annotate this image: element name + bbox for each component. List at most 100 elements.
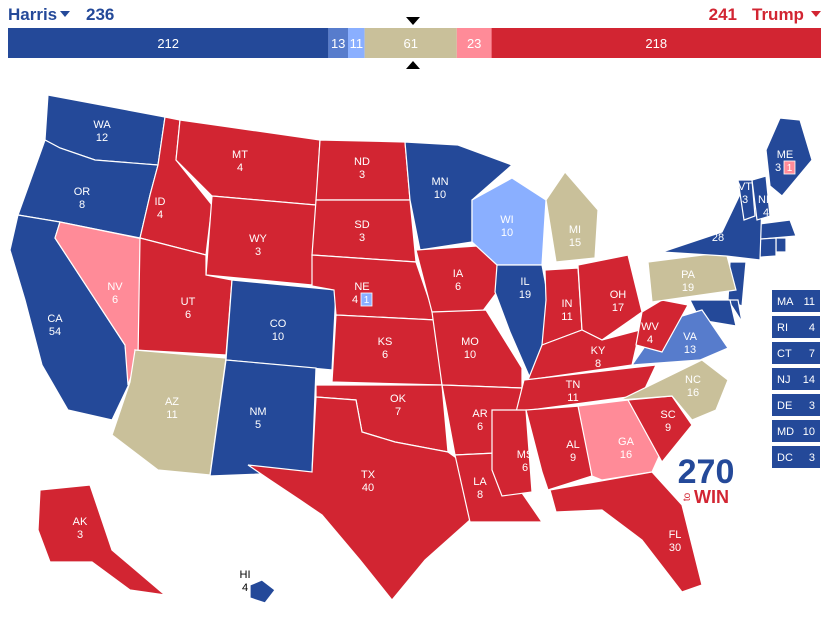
state-abbr: IN bbox=[562, 298, 573, 310]
state-abbr: NH bbox=[758, 194, 774, 206]
state-votes: 9 bbox=[665, 422, 671, 434]
state-votes: 4 bbox=[763, 207, 769, 219]
state-votes: 3 bbox=[77, 529, 83, 541]
state-shape[interactable] bbox=[209, 359, 317, 477]
state-shape[interactable] bbox=[249, 579, 276, 604]
state-abbr: AK bbox=[73, 516, 88, 528]
logo-word: WIN bbox=[694, 487, 729, 507]
state-abbr: NY bbox=[710, 219, 726, 231]
state-votes: 40 bbox=[362, 482, 374, 494]
state-abbr: MI bbox=[569, 224, 581, 236]
small-state-abbr: MA bbox=[777, 296, 794, 308]
dropdown-arrow[interactable] bbox=[811, 11, 821, 17]
state-votes: 3 bbox=[775, 162, 781, 174]
state-votes: 6 bbox=[477, 421, 483, 433]
state-abbr: VT bbox=[738, 181, 752, 193]
small-state-box[interactable] bbox=[772, 368, 820, 390]
state-votes: 3 bbox=[742, 194, 748, 206]
state-shape[interactable] bbox=[311, 199, 417, 263]
state-shape[interactable] bbox=[545, 171, 599, 263]
small-state-votes: 10 bbox=[803, 426, 815, 438]
majority-marker bbox=[406, 61, 420, 69]
state-abbr: SD bbox=[354, 219, 369, 231]
state-abbr: TN bbox=[566, 379, 581, 391]
state-shape[interactable] bbox=[247, 396, 471, 601]
state-shape[interactable] bbox=[431, 309, 523, 389]
bar-label: 61 bbox=[403, 36, 417, 51]
state-abbr: UT bbox=[181, 296, 196, 308]
small-state-votes: 11 bbox=[804, 296, 815, 308]
bar-segment bbox=[456, 28, 492, 58]
state-shape[interactable] bbox=[635, 299, 689, 353]
state-shape[interactable] bbox=[619, 359, 729, 421]
state-abbr: KY bbox=[591, 345, 606, 357]
state-abbr: IA bbox=[453, 268, 464, 280]
state-votes: 6 bbox=[112, 294, 118, 306]
state-votes: 6 bbox=[455, 281, 461, 293]
state-shape[interactable] bbox=[549, 471, 703, 593]
state-shape[interactable] bbox=[37, 484, 167, 596]
state-abbr: OR bbox=[74, 186, 91, 198]
state-votes: 3 bbox=[359, 232, 365, 244]
state-abbr: AL bbox=[566, 439, 579, 451]
state-shape[interactable] bbox=[765, 117, 813, 197]
state-shape[interactable] bbox=[737, 179, 756, 221]
state-shape[interactable] bbox=[111, 349, 227, 476]
majority-marker bbox=[406, 17, 420, 25]
state-abbr: ME bbox=[777, 149, 794, 161]
state-abbr: WY bbox=[249, 233, 267, 245]
state-abbr: NE bbox=[354, 281, 369, 293]
small-state-box[interactable] bbox=[772, 316, 820, 338]
state-shape[interactable] bbox=[525, 405, 593, 491]
small-state-box[interactable] bbox=[772, 290, 820, 312]
bar-label: 11 bbox=[350, 36, 364, 51]
state-abbr: OH bbox=[610, 289, 627, 301]
state-votes: 8 bbox=[477, 489, 483, 501]
state-abbr: MN bbox=[431, 176, 448, 188]
state-abbr: MS bbox=[517, 449, 534, 461]
state-votes: 28 bbox=[712, 232, 724, 244]
state-shape[interactable] bbox=[491, 409, 533, 497]
state-shape[interactable] bbox=[225, 279, 337, 371]
district-box[interactable] bbox=[360, 292, 373, 307]
small-state-box[interactable] bbox=[772, 394, 820, 416]
state-votes: 10 bbox=[434, 189, 446, 201]
state-votes: 8 bbox=[595, 358, 601, 370]
state-votes: 17 bbox=[612, 302, 624, 314]
state-shape[interactable] bbox=[775, 237, 787, 253]
state-abbr: AZ bbox=[165, 396, 179, 408]
left-candidate[interactable]: Harris bbox=[8, 5, 57, 24]
state-votes: 4 bbox=[237, 162, 243, 174]
state-abbr: NM bbox=[249, 406, 266, 418]
state-votes: 16 bbox=[620, 449, 632, 461]
state-votes: 6 bbox=[522, 462, 528, 474]
logo-small: to bbox=[682, 492, 693, 501]
small-state-votes: 14 bbox=[803, 374, 815, 386]
dropdown-arrow[interactable] bbox=[60, 11, 70, 17]
bar-label: 23 bbox=[467, 36, 481, 51]
bar-label: 218 bbox=[645, 36, 667, 51]
state-votes: 11 bbox=[561, 311, 572, 323]
state-votes: 10 bbox=[272, 331, 284, 343]
right-candidate[interactable]: Trump bbox=[752, 5, 804, 24]
state-votes: 6 bbox=[382, 349, 388, 361]
state-shape[interactable] bbox=[577, 254, 643, 341]
states bbox=[9, 94, 813, 604]
state-abbr: TX bbox=[361, 469, 376, 481]
small-state-box[interactable] bbox=[772, 342, 820, 364]
district-box[interactable] bbox=[783, 160, 796, 175]
small-state-abbr: DC bbox=[777, 452, 793, 464]
bar-label: 212 bbox=[157, 36, 179, 51]
small-state-box[interactable] bbox=[772, 420, 820, 442]
state-votes: 3 bbox=[359, 169, 365, 181]
small-state-box[interactable] bbox=[772, 446, 820, 468]
vote-bar: 212 13 11 61 23 218 bbox=[8, 28, 821, 58]
state-abbr: IL bbox=[520, 276, 529, 288]
state-votes: 10 bbox=[464, 349, 476, 361]
state-votes: 7 bbox=[395, 406, 401, 418]
state-votes: 19 bbox=[682, 282, 694, 294]
state-shape[interactable] bbox=[751, 175, 771, 221]
state-abbr: VA bbox=[683, 331, 698, 343]
state-shape[interactable] bbox=[647, 251, 737, 303]
